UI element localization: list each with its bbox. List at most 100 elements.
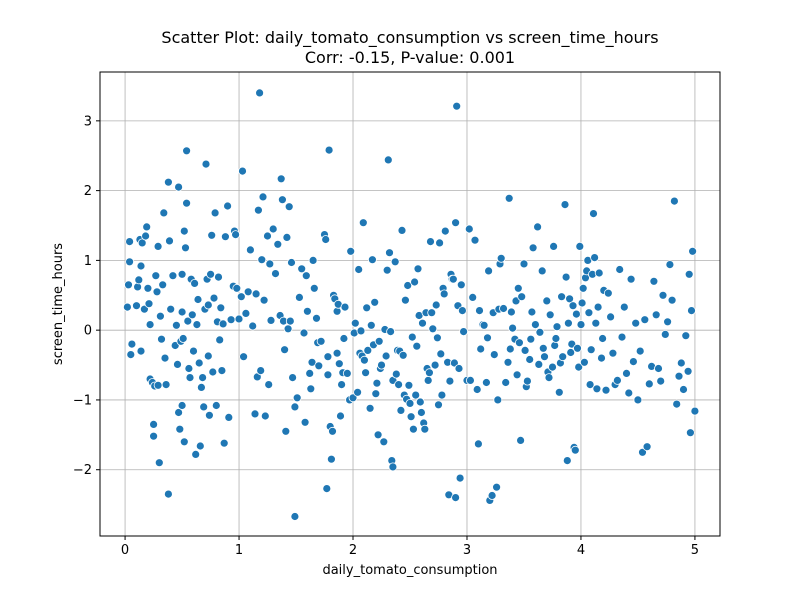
scatter-point [385,248,394,258]
scatter-point [149,419,159,429]
scatter-point [308,255,318,265]
scatter-point [334,359,344,369]
scatter-point [165,236,174,246]
scatter-point [424,368,434,378]
scatter-point [386,327,396,337]
scatter-point [337,380,347,390]
scatter-point [163,489,173,499]
scatter-point [523,376,532,386]
scatter-point [520,345,530,355]
scatter-point [672,399,682,409]
scatter-point [356,326,366,336]
scatter-point [451,493,461,503]
scatter-point [606,312,615,322]
scatter-point [224,412,234,422]
scatter-point [359,355,369,365]
scatter-point [163,177,173,187]
scatter-point [263,231,272,241]
scatter-point [624,388,634,398]
scatter-point [366,320,376,330]
scatter-point [568,301,578,311]
scatter-point [294,292,304,302]
scatter-point [439,289,449,299]
scatter-point [151,271,161,281]
scatter-point [585,380,595,390]
scatter-point [538,343,548,353]
scatter-point [456,280,466,290]
scatter-point [397,225,407,235]
scatter-point [512,370,522,380]
scatter-point [358,218,368,228]
scatter-point [300,417,310,427]
scatter-point [573,343,582,353]
chart-title: Scatter Plot: daily_tomato_consumption v… [161,28,658,48]
scatter-point [406,412,416,422]
scatter-point [572,309,581,319]
scatter-point [153,380,163,390]
scatter-point [309,283,319,293]
y-tick-label: 3 [84,114,92,129]
scatter-point [592,384,602,394]
scatter-point [598,334,607,343]
scatter-point [635,346,645,356]
scatter-point [175,424,185,434]
scatter-point [591,318,601,328]
scatter-point [326,454,336,464]
scatter-point [193,295,203,304]
scatter-point [191,449,201,459]
scatter-point [217,366,227,376]
x-tick-label: 4 [577,543,585,558]
y-tick-label: −2 [73,463,92,478]
scatter-point [232,283,242,293]
scatter-point [416,408,426,417]
scatter-point [508,323,517,333]
scatter-point [400,295,410,305]
scatter-point [280,345,290,355]
scatter-point [306,384,316,394]
scatter-point [660,329,670,339]
scatter-point [464,224,474,234]
scatter-point [126,350,136,360]
scatter-point [171,320,181,330]
scatter-point [382,265,392,275]
x-tick-label: 0 [121,543,129,558]
scatter-point [255,88,265,98]
scatter-point [125,237,135,247]
scatter-point [323,352,333,362]
scatter-point [431,300,441,310]
scatter-point [184,364,194,373]
scatter-point [218,319,228,329]
data-points [123,88,700,521]
scatter-point [445,376,455,386]
scatter-point [398,350,408,360]
scatter-point [690,406,700,416]
scatter-point [192,320,202,330]
scatter-point [633,395,643,405]
scatter-point [580,357,589,367]
scatter-point [505,344,515,354]
scatter-point [134,275,144,285]
scatter-point [454,364,464,373]
scatter-point [154,458,164,468]
scatter-point [189,346,198,356]
scatter-point [160,353,170,363]
scatter-point [565,294,574,304]
scatter-point [688,246,697,256]
scatter-point [483,333,492,343]
scatter-point [535,327,545,337]
scatter-point [201,159,211,169]
scatter-point [626,274,636,284]
scatter-point [301,271,311,281]
scatter-point [253,205,263,215]
scatter-point [501,378,511,387]
scatter-point [554,387,564,397]
scatter-point [440,226,450,236]
scatter-point [307,357,317,367]
scatter-point [216,303,226,313]
scatter-point [472,385,482,394]
scatter-point [214,272,223,282]
scatter-point [234,314,244,324]
scatter-point [381,351,391,361]
scatter-point [504,193,514,203]
scatter-point [281,426,291,436]
